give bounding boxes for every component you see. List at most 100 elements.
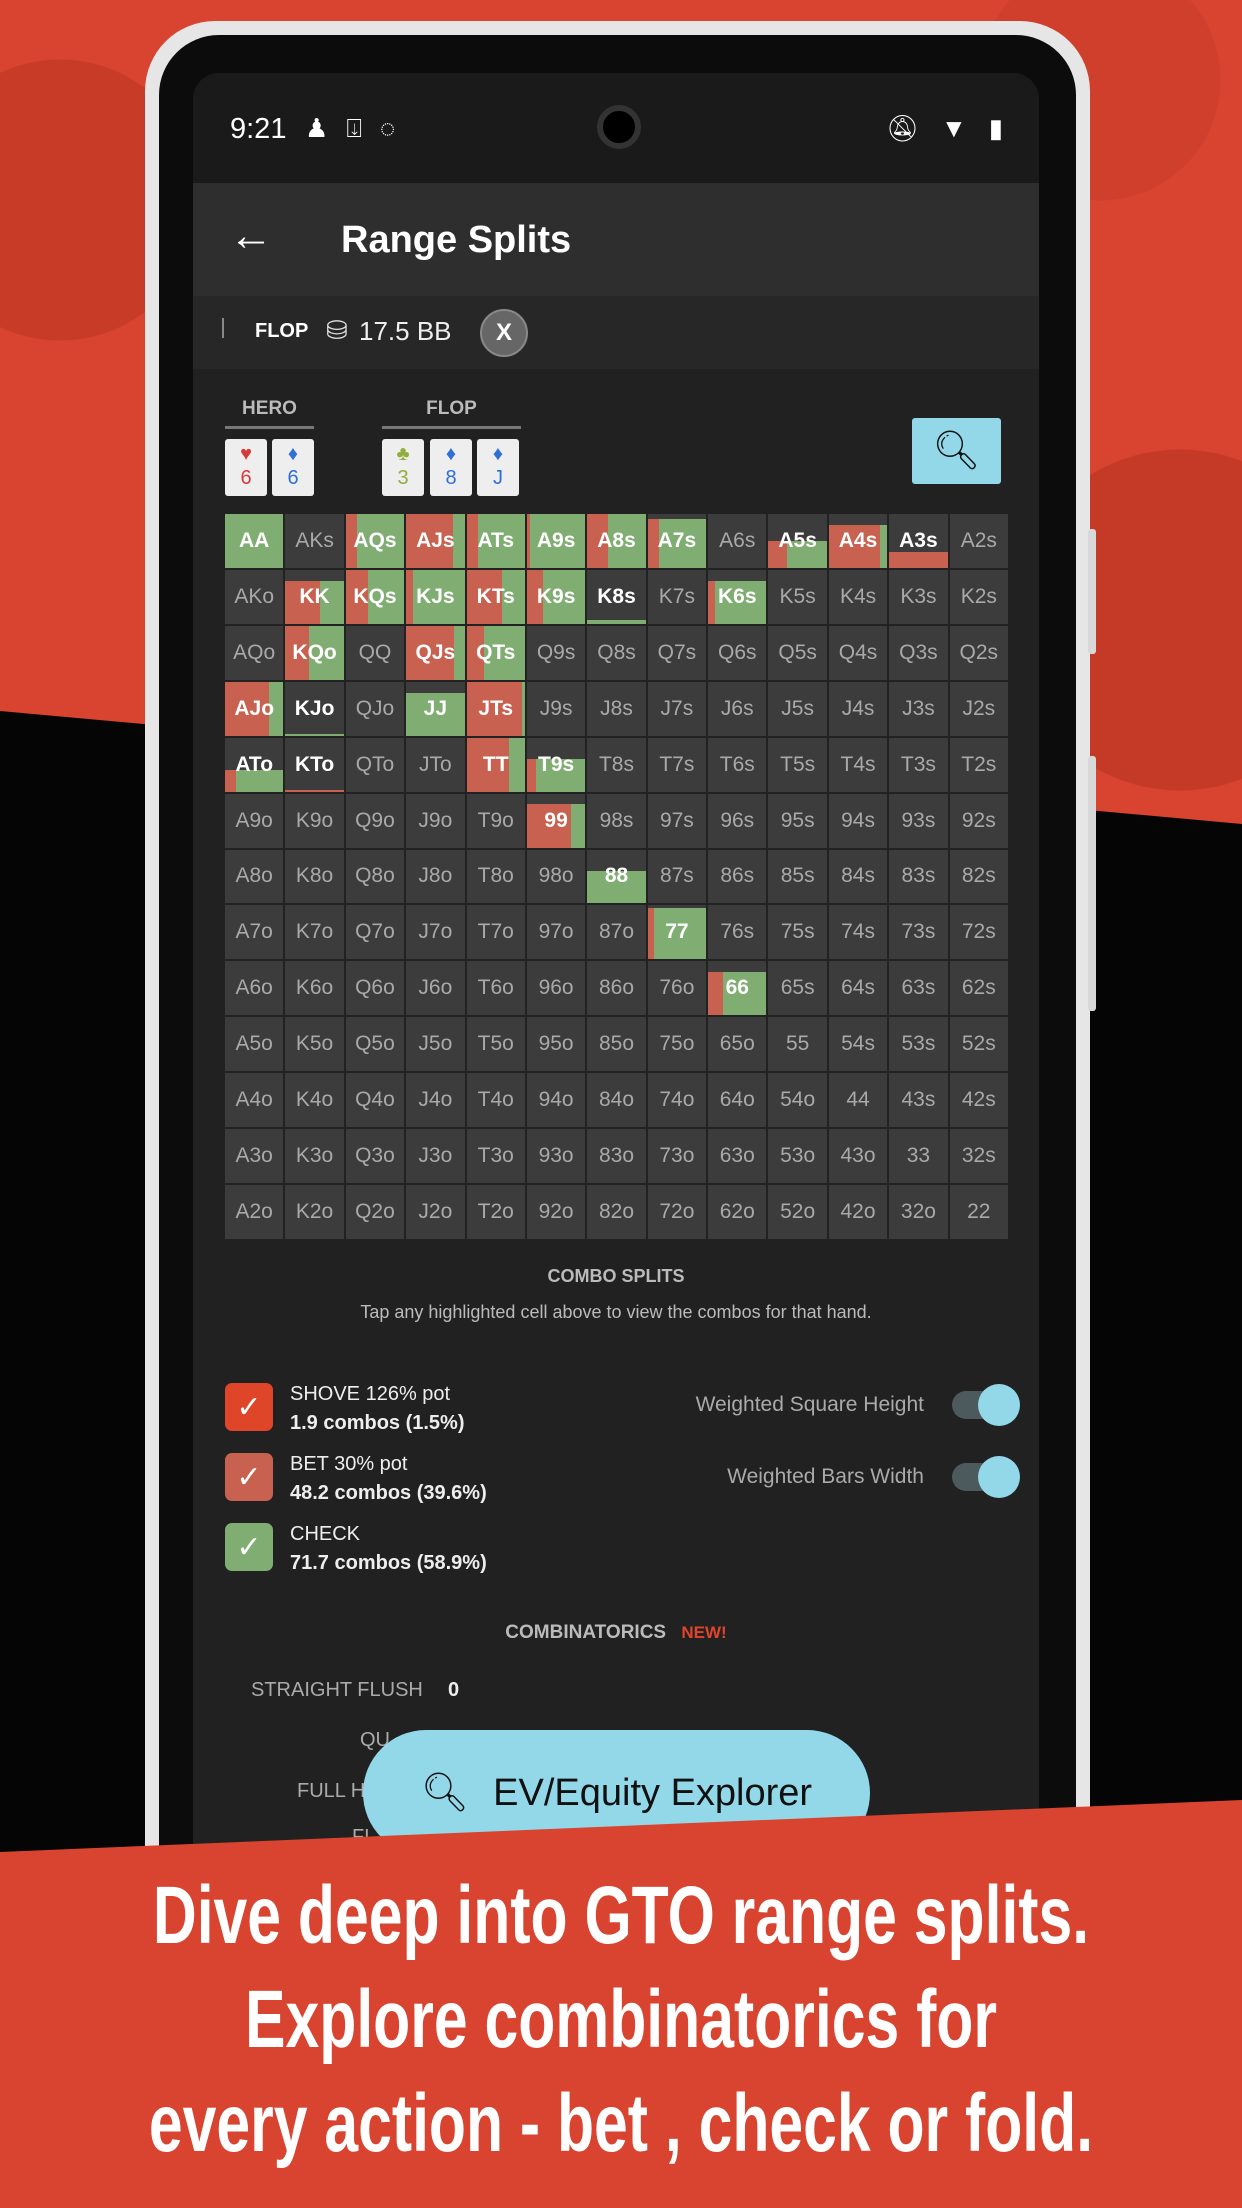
hand-label: A8o: [235, 864, 273, 888]
hand-label: K8o: [295, 864, 334, 888]
range-cell[interactable]: KTs: [466, 569, 525, 624]
range-cell: J6s: [708, 681, 767, 736]
toggle-weighted-square-height[interactable]: Weighted Square Height: [696, 1384, 1020, 1426]
hand-label: T3s: [900, 752, 936, 776]
hand-label: K6o: [295, 976, 334, 1000]
check-bar: [225, 514, 284, 568]
hand-label: Q7s: [657, 640, 697, 664]
check-bar: [529, 514, 586, 568]
hand-label: Q8s: [597, 640, 636, 664]
range-cell: K8o: [285, 849, 344, 904]
range-cell[interactable]: KK: [285, 569, 344, 624]
hand-label: 92s: [961, 808, 996, 832]
hand-label: J3o: [418, 1144, 453, 1168]
hand-label: 86o: [598, 976, 635, 1000]
range-cell[interactable]: QTs: [466, 625, 525, 680]
check-bar: [478, 514, 525, 568]
checkbox[interactable]: ✓: [225, 1523, 273, 1571]
hand-label: 66: [725, 976, 749, 1000]
hand-label: A7o: [235, 920, 273, 944]
bet-bar: [526, 569, 544, 624]
range-cell[interactable]: A8s: [587, 514, 646, 568]
range-cell[interactable]: A4s: [828, 514, 888, 568]
checkbox[interactable]: ✓: [225, 1453, 273, 1501]
range-cell: K2o: [285, 1185, 344, 1239]
hand-label: T5o: [477, 1032, 514, 1056]
range-cell[interactable]: TT: [466, 737, 525, 792]
wifi-icon: ▼: [940, 113, 967, 143]
range-cell: T3o: [466, 1129, 525, 1184]
range-cell[interactable]: AA: [225, 514, 284, 568]
range-cell[interactable]: QJs: [406, 625, 465, 680]
range-cell[interactable]: KJo: [285, 681, 344, 736]
app-screen: 9:21 ♟ ⍗ ◌ 🔕︎ ▼ ▮ ← Range Splits FLOP ⛁ …: [193, 73, 1039, 1873]
range-cell[interactable]: 77: [647, 905, 707, 960]
range-cell: 96s: [708, 793, 767, 848]
range-cell[interactable]: KTo: [285, 737, 344, 792]
bet-bar: [647, 908, 654, 960]
range-cell[interactable]: JJ: [406, 681, 465, 736]
range-cell[interactable]: K6s: [708, 569, 767, 624]
combo-splits-title: COMBO SPLITS: [547, 1266, 685, 1286]
zoom-button[interactable]: 🔍︎: [912, 418, 1001, 484]
checkbox[interactable]: ✓: [225, 1383, 273, 1431]
hand-label: K7o: [295, 920, 334, 944]
range-cell: T2o: [466, 1185, 525, 1239]
range-cell[interactable]: JTs: [466, 681, 525, 736]
range-cell[interactable]: KQo: [285, 625, 344, 680]
bet-bar: [285, 580, 321, 624]
range-cell[interactable]: T9s: [526, 737, 586, 792]
range-cell: J2o: [406, 1185, 465, 1239]
range-cell: JTo: [406, 737, 465, 792]
range-cell[interactable]: AJs: [406, 514, 465, 568]
hand-label: AJs: [416, 528, 455, 552]
range-cell: K7s: [647, 569, 707, 624]
straight-flush-label: STRAIGHT FLUSH: [251, 1679, 423, 1701]
arrow-left-icon[interactable]: ←: [229, 211, 273, 260]
toggle-weighted-bars-width[interactable]: Weighted Bars Width: [727, 1456, 1020, 1498]
straight-flush-value: 0: [448, 1679, 460, 1701]
range-cell[interactable]: A9s: [526, 514, 586, 568]
hand-label: A3o: [235, 1144, 273, 1168]
hand-label: Q2s: [959, 640, 999, 664]
hand-label: T4s: [840, 752, 876, 776]
action-fill: [466, 569, 525, 624]
hand-label: KTs: [476, 584, 515, 608]
hand-label: A7s: [657, 528, 697, 552]
action-fill: [406, 625, 465, 680]
range-cell: K4s: [828, 569, 888, 624]
range-cell[interactable]: 88: [587, 849, 646, 904]
toggle-switch[interactable]: [952, 1384, 1020, 1426]
range-cell[interactable]: 66: [708, 961, 767, 1016]
range-cell[interactable]: KQs: [345, 569, 405, 624]
status-time: 9:21: [230, 113, 287, 145]
range-cell[interactable]: A5s: [768, 514, 827, 568]
suit-icon: ♦: [287, 443, 299, 465]
range-cell[interactable]: ATo: [225, 737, 284, 792]
range-cell[interactable]: A7s: [647, 514, 707, 568]
hand-label: 99: [544, 808, 568, 832]
action-fill: [225, 770, 284, 792]
hand-label: 97s: [659, 808, 694, 832]
hand-label: A4o: [235, 1088, 273, 1112]
hand-label: KQs: [353, 584, 397, 608]
hero-card: ♥ 6: [225, 439, 267, 496]
range-cell[interactable]: K9s: [526, 569, 586, 624]
range-cell[interactable]: AQs: [345, 514, 405, 568]
legend-item: ✓ CHECK 71.7 combos (58.9%): [225, 1523, 487, 1575]
bet-bar: [225, 681, 269, 736]
hand-label: Q4s: [838, 640, 878, 664]
range-cell[interactable]: AJo: [225, 681, 284, 736]
range-cell[interactable]: 99: [526, 793, 586, 848]
toggle-switch[interactable]: [952, 1456, 1020, 1498]
range-cell: 95o: [526, 1017, 586, 1072]
range-cell[interactable]: ATs: [466, 514, 525, 568]
check-bar: [570, 804, 586, 848]
range-cell[interactable]: K8s: [587, 569, 646, 624]
close-button[interactable]: X: [480, 309, 528, 357]
range-cell[interactable]: KJs: [406, 569, 465, 624]
range-cell[interactable]: A3s: [889, 514, 948, 568]
hand-label: 77: [665, 920, 689, 944]
check-bar: [235, 770, 284, 792]
action-fill: [466, 514, 525, 568]
